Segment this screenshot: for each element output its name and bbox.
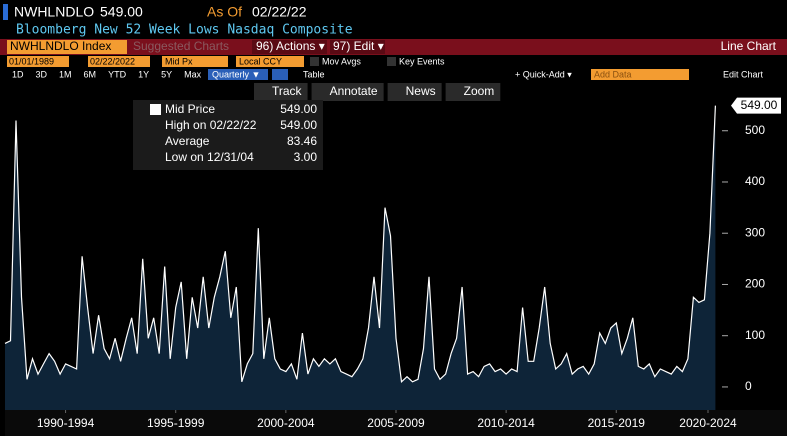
y-tick-label: 300 (745, 225, 765, 239)
legend-label: Mid Price (165, 102, 215, 116)
tool-button[interactable] (254, 83, 308, 101)
legend-value: 3.00 (294, 150, 318, 164)
x-tick-label: 2020-2024 (679, 416, 737, 430)
end-date[interactable]: 02/22/2022 (90, 56, 135, 66)
edit-button[interactable] (330, 40, 385, 54)
price: 549.00 (100, 4, 143, 20)
quick-add[interactable]: + Quick-Add ▾ (515, 69, 572, 79)
y-tick-label: 200 (745, 277, 765, 291)
legend-label: Low on 12/31/04 (165, 150, 254, 164)
actions-button[interactable] (252, 40, 327, 54)
legend-value: 83.46 (287, 134, 317, 148)
tool-label[interactable]: Annotate (330, 84, 378, 98)
start-date[interactable]: 01/01/1989 (9, 56, 54, 66)
frequency-box[interactable] (208, 69, 268, 80)
tool-label[interactable]: Track (272, 84, 303, 98)
x-tick-label: 2010-2014 (477, 416, 535, 430)
tool-button[interactable] (387, 83, 442, 101)
last-value-label: 549.00 (741, 98, 778, 112)
start-box[interactable] (7, 56, 69, 67)
chart-icon[interactable] (272, 69, 288, 80)
last-value-box (731, 97, 781, 114)
tool-button[interactable] (445, 83, 501, 101)
as-of-date: 02/22/22 (252, 4, 307, 20)
field-box[interactable] (162, 56, 228, 67)
mov-avgs[interactable]: Mov Avgs (322, 56, 361, 66)
period-button[interactable]: 6M (84, 69, 97, 79)
key-events[interactable]: Key Events (399, 56, 445, 66)
x-tick-label: 2015-2019 (588, 416, 646, 430)
add-data[interactable]: Add Data (594, 69, 632, 79)
legend-swatch (150, 104, 161, 115)
period-button[interactable]: Max (184, 69, 202, 79)
legend-label: Average (165, 134, 210, 148)
y-tick-label: 500 (745, 123, 765, 137)
y-tick-label: 400 (745, 174, 765, 188)
checkbox[interactable] (387, 57, 396, 66)
tool-label[interactable]: Zoom (464, 84, 495, 98)
end-box[interactable] (88, 56, 150, 67)
y-tick-label: 0 (745, 379, 752, 393)
currency-box[interactable] (236, 56, 304, 67)
y-tick-label: 100 (745, 328, 765, 342)
tool-label[interactable]: News (406, 84, 436, 98)
currency[interactable]: Local CCY (239, 56, 282, 66)
actions[interactable]: 96) Actions ▾ (256, 39, 325, 53)
x-tick-label: 2000-2004 (257, 416, 315, 430)
marker (3, 4, 8, 20)
period-button[interactable]: 5Y (161, 69, 172, 79)
add-data-box[interactable] (591, 69, 689, 80)
legend-value: 549.00 (280, 102, 317, 116)
field[interactable]: Mid Px (165, 56, 193, 66)
x-axis-band (5, 410, 787, 436)
menu-bar (0, 39, 787, 55)
period-button[interactable]: YTD (108, 69, 127, 79)
as-of-label: As Of (207, 4, 242, 20)
legend-box (133, 100, 323, 170)
edit[interactable]: 97) Edit ▾ (333, 39, 384, 53)
period-button[interactable]: 1Y (138, 69, 149, 79)
line (4, 105, 716, 384)
period-button[interactable]: 1M (59, 69, 72, 79)
checkbox[interactable] (310, 57, 319, 66)
x-tick-label: 2005-2009 (367, 416, 425, 430)
subtitle: Bloomberg New 52 Week Lows Nasdaq Compos… (16, 23, 353, 38)
area (5, 105, 716, 410)
period-button[interactable]: 3D (36, 69, 48, 79)
edit-chart[interactable]: Edit Chart (723, 69, 764, 79)
tool-button[interactable] (311, 83, 384, 101)
frequency[interactable]: Quarterly ▼ (212, 69, 260, 79)
period-button[interactable]: 1D (12, 69, 24, 79)
legend-value: 549.00 (280, 118, 317, 132)
ticker: NWHLNDLO (14, 4, 94, 20)
suggested-charts[interactable]: Suggested Charts (133, 39, 229, 53)
security-box[interactable] (7, 40, 127, 54)
x-tick-label: 1990-1994 (37, 416, 95, 430)
chart-kind: Line Chart (721, 39, 777, 53)
security[interactable]: NWHLNDLO Index (10, 39, 111, 53)
table[interactable]: Table (303, 69, 325, 79)
x-tick-label: 1995-1999 (147, 416, 205, 430)
legend-label: High on 02/22/22 (165, 118, 257, 132)
